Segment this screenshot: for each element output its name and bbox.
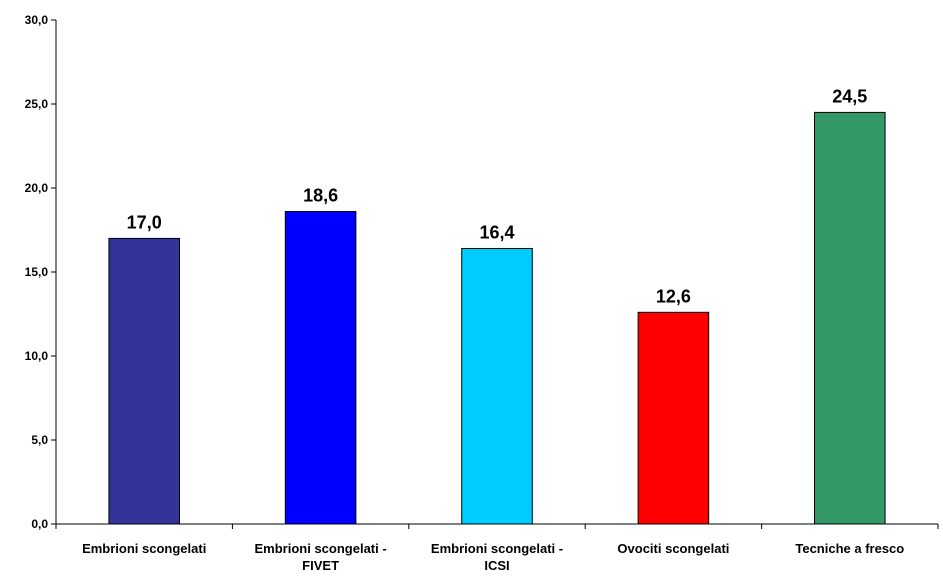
data-label: 17,0 <box>127 212 162 232</box>
x-tick-label-line: Embrioni scongelati <box>82 541 206 556</box>
x-tick-label-line: FIVET <box>302 558 339 573</box>
y-tick-label: 20,0 <box>25 181 49 195</box>
data-label: 12,6 <box>656 286 691 306</box>
y-tick-label: 10,0 <box>25 349 49 363</box>
x-tick-label: Tecniche a fresco <box>795 541 904 556</box>
category-labels: Embrioni scongelati Embrioni scongelati -… <box>82 541 904 573</box>
y-axis: 0,0 5,0 10,0 15,0 20,0 25,0 30,0 <box>25 13 57 531</box>
data-label: 18,6 <box>303 186 338 206</box>
y-tick-label: 25,0 <box>25 97 49 111</box>
data-label: 24,5 <box>832 86 867 106</box>
x-tick-label-line: ICSI <box>484 558 509 573</box>
x-tick-label: Embrioni scongelati - ICSI <box>431 541 563 573</box>
x-tick-label-line: Tecniche a fresco <box>795 541 904 556</box>
x-tick-label: Ovociti scongelati <box>617 541 729 556</box>
x-tick-label-line: Embrioni scongelati - <box>431 541 563 556</box>
data-labels: 17,0 18,6 16,4 12,6 24,5 <box>127 86 868 306</box>
y-tick-label: 0,0 <box>31 517 48 531</box>
y-tick-label: 15,0 <box>25 265 49 279</box>
bar <box>108 237 180 525</box>
x-tick-label-line: Ovociti scongelati <box>617 541 729 556</box>
bar <box>814 111 886 525</box>
x-tick-label: Embrioni scongelati <box>82 541 206 556</box>
bar <box>461 247 533 525</box>
data-label: 16,4 <box>479 222 514 242</box>
y-tick-label: 5,0 <box>31 433 48 447</box>
bar <box>284 211 357 525</box>
x-axis <box>55 523 939 529</box>
x-tick-label: Embrioni scongelati - FIVET <box>255 541 387 573</box>
bars <box>108 111 886 525</box>
x-tick-label-line: Embrioni scongelati - <box>255 541 387 556</box>
y-tick-label: 30,0 <box>25 13 49 27</box>
bar <box>637 311 710 525</box>
